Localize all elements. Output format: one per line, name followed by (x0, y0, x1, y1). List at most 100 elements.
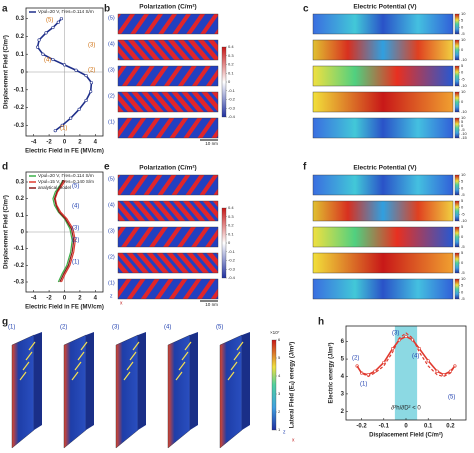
colorbar-label: -5 (461, 192, 465, 197)
field-slab (219, 334, 243, 449)
colorbar-label: -0.3 (228, 266, 236, 271)
annotation: ∂²h/∂D² < 0 (391, 405, 421, 412)
colorbar-label: 0.1 (228, 231, 234, 236)
field-slab-side (138, 332, 146, 430)
colorbar-label: 0 (461, 234, 464, 239)
axis-label: z (110, 293, 113, 299)
y-tick-label: 0.3 (16, 16, 25, 22)
state-label: (2) (108, 93, 115, 99)
colorbar-label: 0.1 (228, 70, 234, 75)
data-point (448, 369, 453, 373)
colorbar-label: 5 (461, 224, 464, 229)
field-slab (63, 334, 87, 449)
y-axis-label: Displacement Field (C/m²) (3, 195, 10, 269)
colorbar-label: 10 (461, 276, 466, 281)
potential-map (312, 200, 454, 222)
data-point (435, 369, 439, 373)
x-axis-label: Electric Field in FE (MV/cm) (25, 149, 104, 155)
field-streak (71, 371, 79, 381)
polarization-map (117, 91, 219, 113)
y-tick-label: 0 (21, 230, 25, 236)
colorbar-label: -10 (461, 109, 468, 114)
panel-letter: a (2, 4, 8, 15)
colorbar-label: 0 (461, 205, 464, 210)
colorbar (221, 207, 227, 279)
x-tick-label: -2 (46, 140, 52, 146)
y-tick-label: -0.1 (14, 246, 25, 252)
field-slab-side (242, 332, 250, 430)
x-tick-label: -2 (46, 296, 52, 302)
colorbar (271, 339, 277, 431)
y-axis-label: Electric energy (J/m³) (328, 342, 335, 403)
panel-title: Polarization (C/m²) (139, 165, 196, 172)
y-tick-label: 0.3 (16, 180, 25, 186)
colorbar-label: 0.4 (228, 205, 234, 210)
colorbar-label: -10 (461, 131, 468, 136)
state-label: (5) (216, 325, 223, 331)
point-label: (5) (448, 395, 455, 401)
colorbar (454, 226, 460, 248)
colorbar-label: -0.2 (228, 258, 236, 263)
shaded-region (394, 326, 418, 420)
polarization-map (117, 39, 219, 61)
potential-map (312, 13, 454, 35)
point-label: (3) (392, 331, 399, 337)
field-streak (28, 341, 36, 351)
colorbar-label: -0.4 (228, 275, 236, 280)
data-line (53, 180, 75, 283)
state-label: (1) (108, 280, 115, 286)
polarization-map (117, 13, 219, 35)
colorbar-label: 5 (278, 355, 281, 360)
colorbar-label: 10 (461, 115, 466, 120)
point-label: (3) (72, 226, 79, 232)
panel-letter: g (2, 317, 8, 328)
x-axis-label: Electric Field in FE (MV/cm) (25, 305, 104, 311)
state-label: (5) (108, 176, 115, 182)
point-label: (3) (88, 43, 95, 49)
colorbar-label: -5 (461, 244, 465, 249)
polarization-map (117, 226, 219, 248)
field-slab (11, 334, 35, 449)
data-point (426, 359, 430, 363)
colorbar-label: 0 (461, 70, 464, 75)
field-streak (19, 371, 27, 381)
colorbar (454, 278, 460, 300)
colorbar-label: -10 (461, 57, 468, 62)
data-point (53, 129, 57, 133)
colorbar-label: -5 (461, 31, 465, 36)
scale-bar-label: 10 nm (205, 302, 218, 307)
colorbar-label: 10 (461, 11, 466, 16)
axis-label: z (283, 429, 286, 435)
polarization-map (117, 174, 219, 196)
y-tick-label: 0.1 (16, 213, 25, 219)
y-tick-label: 5 (341, 357, 345, 363)
x-tick-label: 0 (63, 296, 67, 302)
panel-letter: h (318, 317, 324, 328)
point-label: (2) (72, 238, 79, 244)
colorbar-label: 10 (461, 172, 466, 177)
x-tick-label: 0.2 (446, 424, 455, 430)
polarization-map (117, 200, 219, 222)
point-label: (4) (72, 204, 79, 210)
colorbar-title: Lateral Field (Eₓ) energy (J/m³) (289, 342, 296, 429)
state-label: (4) (108, 202, 115, 208)
data-point (56, 20, 60, 24)
colorbar (454, 65, 460, 87)
field-slab-side (190, 332, 198, 430)
colorbar-label: 6 (278, 337, 281, 342)
data-point (41, 52, 45, 56)
colorbar (454, 117, 460, 139)
colorbar-label: 0.3 (228, 53, 234, 58)
x-axis-label: Displacement Field (C/m²) (369, 432, 443, 439)
data-point (44, 31, 48, 35)
colorbar-label: 5 (461, 18, 464, 23)
colorbar-label: 10 (461, 37, 466, 42)
colorbar-label: 0 (461, 47, 464, 52)
data-point (84, 73, 88, 78)
data-point (373, 369, 377, 373)
data-line (356, 332, 456, 378)
colorbar-label: 0 (461, 185, 464, 190)
point-label: (2) (88, 68, 95, 74)
x-tick-label: 4 (94, 296, 98, 302)
